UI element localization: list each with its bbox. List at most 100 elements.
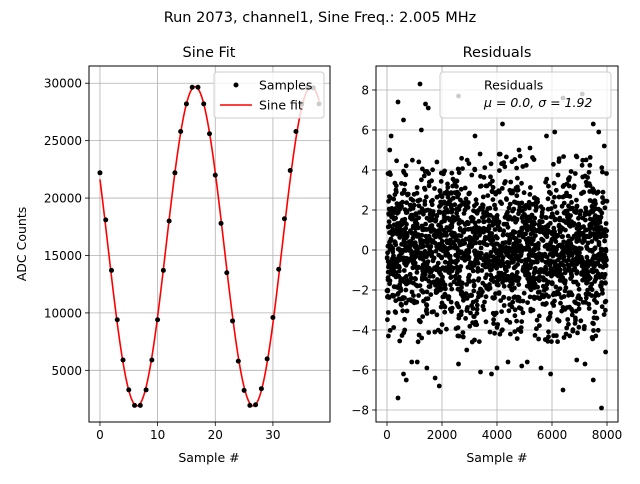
figure-suptitle: Run 2073, channel1, Sine Freq.: 2.005 MH… [164, 10, 477, 26]
residual-point [580, 277, 585, 283]
residual-point [583, 295, 589, 301]
residual-point [478, 245, 484, 251]
residual-point [438, 224, 444, 230]
residual-point [416, 215, 422, 221]
residual-point [472, 220, 478, 226]
residual-point [498, 258, 504, 264]
sine-fit-ytick-label: 15000 [44, 249, 82, 263]
residual-point [558, 261, 564, 266]
residual-point [491, 321, 496, 326]
residual-point [480, 303, 486, 309]
residual-point [437, 188, 443, 194]
sample-point [264, 356, 270, 362]
residual-point [593, 201, 598, 207]
residual-point [458, 203, 463, 209]
residual-point [511, 259, 516, 265]
residuals-panel: Residuals 0 2000 4000 6000 8000 −8 −6 −4 −2 0 2 4 6 8… [351, 45, 622, 465]
residual-point [457, 249, 463, 255]
residual-point [515, 175, 520, 181]
residual-point [414, 190, 420, 196]
residual-point [390, 226, 396, 232]
residual-point [551, 225, 557, 231]
residual-point [446, 227, 452, 233]
residual-point [583, 263, 589, 269]
sine-fit-xlabel: Sample # [178, 450, 239, 465]
residual-point [473, 319, 479, 325]
residual-point [518, 329, 524, 334]
residual-outlier-point [538, 365, 544, 371]
residual-outlier-point [527, 145, 533, 151]
residual-point [527, 294, 533, 300]
residual-point [444, 189, 450, 195]
residual-point [417, 210, 422, 215]
sample-point [166, 218, 172, 224]
residual-point [458, 186, 464, 192]
residual-point [573, 308, 579, 314]
residual-point [410, 265, 416, 271]
residual-point [566, 203, 571, 209]
residual-point [600, 189, 606, 195]
residual-point [576, 233, 582, 239]
residual-point [563, 331, 569, 337]
residual-point [403, 300, 409, 306]
residual-point [417, 318, 422, 324]
residual-point [493, 234, 499, 239]
residual-point [400, 257, 406, 262]
residual-point [482, 219, 487, 225]
sample-point [293, 128, 299, 134]
residual-point [592, 297, 597, 303]
residual-point [398, 201, 404, 206]
residual-point [497, 331, 503, 337]
residual-point [391, 293, 396, 299]
residual-point [395, 257, 400, 262]
sample-point [132, 402, 138, 408]
residual-point [528, 265, 533, 271]
residual-point [423, 194, 429, 200]
residual-point [533, 208, 539, 213]
residual-point [592, 255, 598, 261]
residual-point [504, 197, 509, 202]
residual-point [470, 268, 476, 274]
residual-point [453, 275, 459, 281]
residual-point [444, 201, 450, 207]
residual-point [440, 248, 445, 253]
residual-point [455, 166, 461, 172]
residual-point [512, 294, 518, 300]
residual-point [475, 277, 481, 283]
residual-point [523, 219, 528, 224]
residual-point [602, 205, 608, 211]
residual-point [538, 269, 543, 275]
residual-point [550, 253, 556, 259]
residual-point [469, 172, 475, 178]
residual-point [516, 282, 522, 287]
residual-point [399, 241, 404, 247]
residual-point [590, 320, 596, 326]
residual-point [443, 286, 448, 292]
residual-point [472, 166, 478, 172]
residual-point [428, 217, 433, 223]
residual-point [409, 230, 414, 236]
residual-point [430, 167, 435, 173]
residual-point [477, 184, 483, 189]
residual-point [501, 277, 507, 283]
residual-point [575, 295, 581, 301]
residual-point [495, 278, 501, 284]
residual-point [445, 185, 451, 190]
residual-point [480, 280, 486, 286]
residual-point [385, 224, 391, 230]
residual-point [456, 315, 462, 321]
residual-point [586, 291, 592, 297]
residual-point [486, 218, 492, 224]
residual-point [489, 234, 495, 240]
residuals-xtick-label: 8000 [592, 428, 623, 442]
residual-point [544, 231, 550, 236]
residual-point [602, 256, 607, 262]
residual-point [428, 244, 434, 249]
residual-point [396, 264, 402, 270]
residual-point [547, 262, 553, 268]
residual-point [487, 282, 492, 287]
residual-point [386, 219, 392, 225]
residual-point [473, 209, 478, 215]
residual-point [535, 295, 540, 300]
residual-point [537, 229, 543, 235]
